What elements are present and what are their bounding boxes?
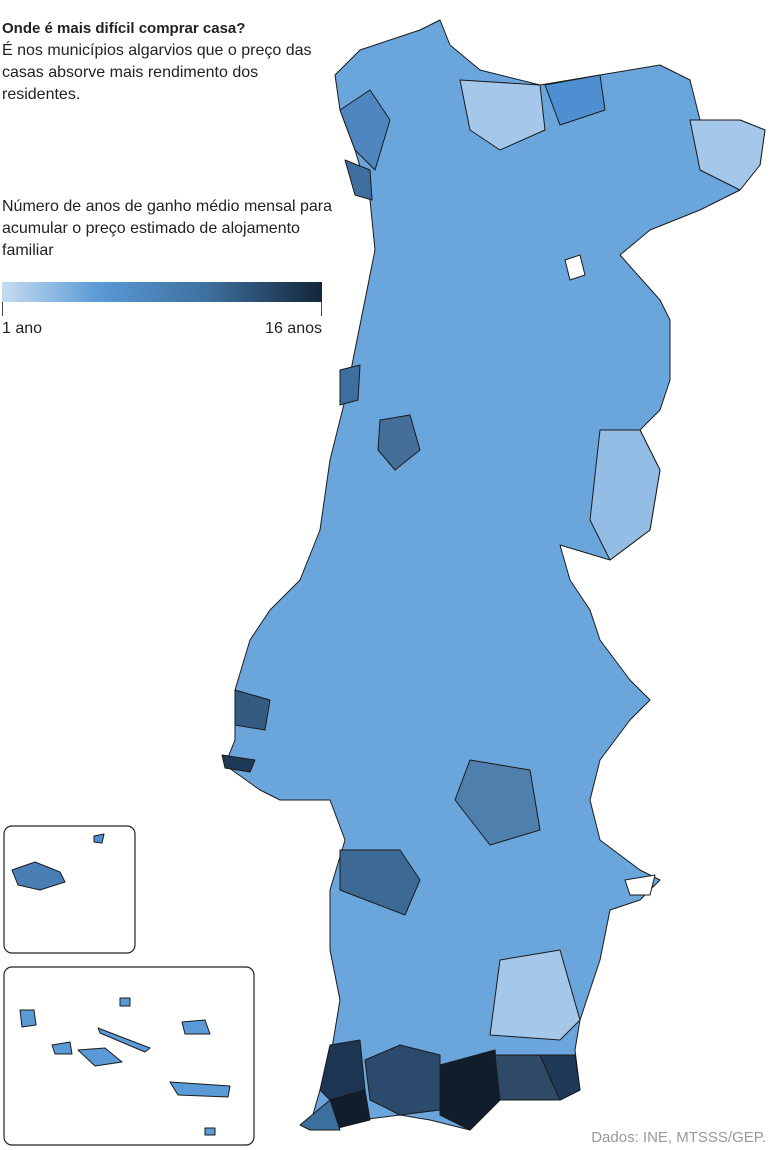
- region: [489, 949, 581, 1041]
- region: [221, 754, 256, 773]
- azores-island: [119, 997, 131, 1007]
- region: [339, 364, 361, 406]
- region: [454, 759, 541, 846]
- mainland: [221, 19, 766, 1131]
- madeira: [11, 861, 66, 891]
- title: Onde é mais difícil comprar casa?: [2, 20, 246, 37]
- legend-title: Número de anos de ganho médio mensal par…: [2, 198, 332, 259]
- legend-tick: [2, 302, 3, 316]
- azores-island: [181, 1019, 211, 1035]
- region: [339, 89, 391, 171]
- lake: [564, 254, 586, 281]
- source: Dados: INE, MTSSS/GEP.: [591, 1129, 766, 1146]
- region: [234, 689, 271, 731]
- region: [344, 159, 373, 201]
- azores-island: [97, 1027, 151, 1053]
- azores-inset: [3, 966, 255, 1146]
- azores-island: [169, 1081, 231, 1098]
- azores-island: [19, 1009, 37, 1028]
- legend-gradient: [2, 282, 322, 302]
- azores-island: [77, 1047, 123, 1067]
- lake: [624, 874, 656, 896]
- algarve: [539, 1054, 581, 1101]
- legend-min: 1 ano: [2, 320, 43, 337]
- azores-island: [204, 1127, 216, 1136]
- algarve: [439, 1049, 501, 1131]
- legend-max: 16 anos: [265, 320, 322, 337]
- region: [339, 849, 421, 916]
- portugal-mainland: [224, 19, 766, 1131]
- region: [377, 414, 421, 471]
- region: [459, 79, 546, 151]
- region: [589, 429, 661, 561]
- region: [689, 119, 766, 191]
- region: [544, 74, 606, 126]
- subtitle: É nos municípios algarvios que o preço d…: [2, 42, 312, 103]
- algarve: [319, 1039, 366, 1101]
- azores-island: [51, 1041, 73, 1055]
- porto-santo: [93, 833, 105, 844]
- madeira-inset: [3, 825, 136, 954]
- region: [299, 1099, 341, 1131]
- legend-tick: [321, 302, 322, 316]
